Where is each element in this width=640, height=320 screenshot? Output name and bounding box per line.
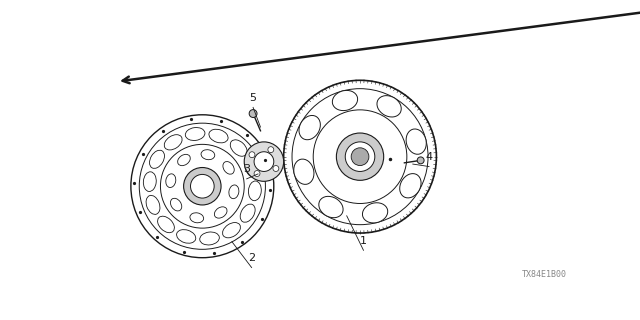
Ellipse shape [244, 158, 259, 177]
Ellipse shape [294, 159, 314, 184]
Ellipse shape [223, 222, 241, 238]
Ellipse shape [200, 232, 220, 245]
Ellipse shape [178, 154, 190, 166]
Ellipse shape [299, 116, 321, 140]
Ellipse shape [166, 174, 176, 188]
Ellipse shape [186, 127, 205, 140]
Ellipse shape [209, 129, 228, 143]
Ellipse shape [223, 162, 234, 174]
Ellipse shape [184, 167, 221, 205]
Ellipse shape [157, 216, 174, 233]
Text: 3: 3 [243, 164, 250, 174]
Ellipse shape [254, 152, 274, 172]
Ellipse shape [229, 185, 239, 199]
Ellipse shape [143, 172, 156, 191]
Ellipse shape [268, 147, 274, 153]
Ellipse shape [170, 198, 182, 211]
Text: 5: 5 [250, 93, 257, 103]
Ellipse shape [150, 150, 164, 168]
Ellipse shape [244, 142, 284, 181]
Ellipse shape [377, 96, 401, 117]
Ellipse shape [190, 213, 204, 223]
Ellipse shape [131, 115, 274, 258]
Ellipse shape [332, 91, 358, 111]
Ellipse shape [319, 196, 343, 218]
Ellipse shape [254, 171, 260, 177]
Text: 1: 1 [360, 236, 367, 246]
Ellipse shape [191, 174, 214, 198]
Ellipse shape [214, 207, 227, 218]
Ellipse shape [345, 142, 375, 172]
Ellipse shape [177, 230, 196, 243]
Ellipse shape [240, 204, 255, 222]
Ellipse shape [164, 135, 182, 150]
Ellipse shape [284, 80, 436, 233]
Ellipse shape [230, 140, 247, 156]
Ellipse shape [417, 157, 424, 164]
Text: TX84E1B00: TX84E1B00 [522, 270, 566, 279]
Ellipse shape [249, 152, 255, 158]
Ellipse shape [146, 196, 160, 214]
Text: 2: 2 [248, 253, 255, 263]
Ellipse shape [248, 181, 261, 201]
Text: 4: 4 [426, 152, 433, 162]
Ellipse shape [406, 129, 426, 154]
Ellipse shape [273, 165, 279, 172]
Ellipse shape [201, 150, 215, 160]
Ellipse shape [351, 148, 369, 165]
Ellipse shape [337, 133, 384, 180]
Ellipse shape [400, 174, 421, 198]
Ellipse shape [362, 203, 388, 223]
Ellipse shape [249, 110, 257, 117]
